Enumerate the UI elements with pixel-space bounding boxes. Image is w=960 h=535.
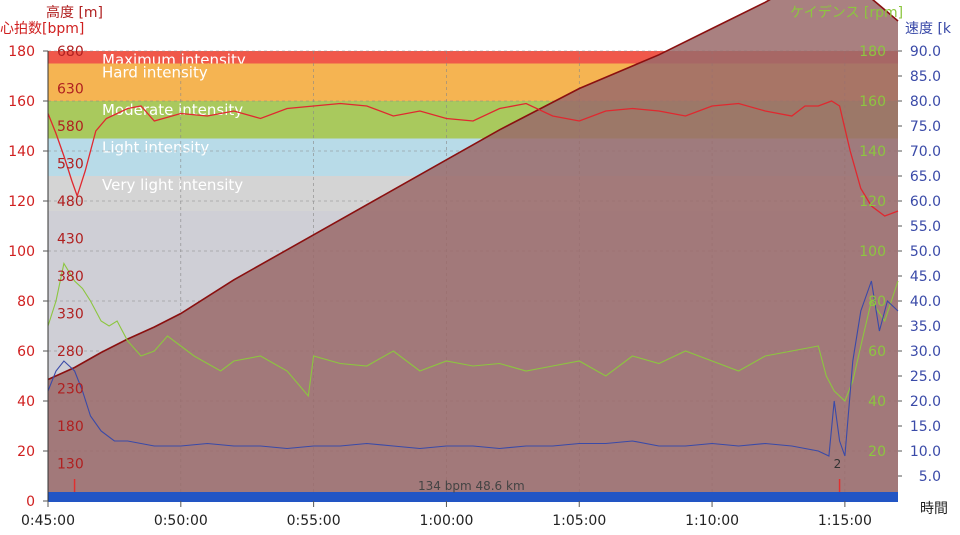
cadence-tick-label: 60 xyxy=(868,344,886,360)
speed-tick-label: 70.0 xyxy=(910,144,941,160)
summary-footer: 134 bpm 48.6 km xyxy=(418,479,525,493)
hr-tick-label: 80 xyxy=(17,294,35,310)
speed-tick-label: 40.0 xyxy=(910,294,941,310)
hr-tick-label: 20 xyxy=(17,444,35,460)
altitude-tick-label: 480 xyxy=(57,194,84,210)
altitude-tick-label: 380 xyxy=(57,269,84,285)
cadence-tick-label: 80 xyxy=(868,294,886,310)
speed-tick-label: 75.0 xyxy=(910,119,941,135)
hr-axis-title: 心拍数[bpm] xyxy=(0,21,84,37)
speed-tick-label: 10.0 xyxy=(910,444,941,460)
axes: 0204060801001201401601801301802302803303… xyxy=(8,44,941,529)
speed-tick-label: 15.0 xyxy=(910,419,941,435)
altitude-area xyxy=(48,0,898,501)
altitude-tick-label: 330 xyxy=(57,307,84,323)
speed-line xyxy=(47,280,899,457)
hr-tick-label: 120 xyxy=(8,194,35,210)
hr-tick-label: 100 xyxy=(8,244,35,260)
cadence-tick-label: 40 xyxy=(868,394,886,410)
speed-tick-label: 30.0 xyxy=(910,344,941,360)
zone-label: Hard intensity xyxy=(102,64,208,82)
x-tick-label: 1:00:00 xyxy=(419,513,473,529)
speed-tick-label: 45.0 xyxy=(910,269,941,285)
cadence-tick-label: 160 xyxy=(859,94,886,110)
altitude-tick-label: 130 xyxy=(57,457,84,473)
time-axis-title: 時間 xyxy=(920,501,948,517)
hr-tick-label: 0 xyxy=(26,494,35,510)
x-tick-label: 1:15:00 xyxy=(818,513,872,529)
lap-markers: 2 xyxy=(73,457,842,493)
hr-tick-label: 60 xyxy=(17,344,35,360)
altitude-tick-label: 680 xyxy=(57,44,84,60)
speed-tick-label: 85.0 xyxy=(910,69,941,85)
x-tick-label: 1:05:00 xyxy=(552,513,606,529)
speed-tick-label: 20.0 xyxy=(910,394,941,410)
cadence-tick-label: 100 xyxy=(859,244,886,260)
speed-tick-label: 60.0 xyxy=(910,194,941,210)
altitude-tick-label: 280 xyxy=(57,344,84,360)
altitude-tick-label: 430 xyxy=(57,232,84,248)
cadence-line xyxy=(47,262,899,402)
altitude-tick-label: 230 xyxy=(57,382,84,398)
cadence-axis-title: ケイデンス [rpm] xyxy=(790,4,903,21)
lap-label: 2 xyxy=(834,457,842,471)
speed-tick-label: 55.0 xyxy=(910,219,941,235)
hr-tick-label: 140 xyxy=(8,144,35,160)
speed-tick-label: 65.0 xyxy=(910,169,941,185)
hr-tick-label: 40 xyxy=(17,394,35,410)
cadence-tick-label: 140 xyxy=(859,144,886,160)
altitude-line xyxy=(47,0,899,381)
speed-tick-label: 35.0 xyxy=(910,319,941,335)
series-layer xyxy=(47,0,899,501)
zone-label: Moderate intensity xyxy=(102,101,243,119)
altitude-tick-label: 580 xyxy=(57,119,84,135)
hr-line xyxy=(47,100,899,217)
hr-tick-label: 180 xyxy=(8,44,35,60)
speed-tick-label: 80.0 xyxy=(910,94,941,110)
altitude-tick-label: 180 xyxy=(57,419,84,435)
speed-tick-label: 5.0 xyxy=(919,469,941,485)
x-tick-label: 0:55:00 xyxy=(287,513,341,529)
zone-label: Light intensity xyxy=(102,139,209,157)
zone-label: Very light intensity xyxy=(102,176,243,194)
speed-tick-label: 25.0 xyxy=(910,369,941,385)
altitude-tick-label: 530 xyxy=(57,157,84,173)
altitude-axis-title: 高度 [m] xyxy=(46,4,103,21)
altitude-tick-label: 630 xyxy=(57,82,84,98)
cadence-tick-label: 120 xyxy=(859,194,886,210)
speed-axis-title: 速度 [k xyxy=(905,21,952,37)
cadence-tick-label: 180 xyxy=(859,44,886,60)
bottom-bar xyxy=(48,492,898,502)
x-tick-label: 1:10:00 xyxy=(685,513,739,529)
x-tick-label: 0:45:00 xyxy=(21,513,75,529)
cadence-tick-label: 20 xyxy=(868,444,886,460)
x-tick-label: 0:50:00 xyxy=(154,513,208,529)
speed-tick-label: 50.0 xyxy=(910,244,941,260)
speed-tick-label: 90.0 xyxy=(910,44,941,60)
hr-tick-label: 160 xyxy=(8,94,35,110)
